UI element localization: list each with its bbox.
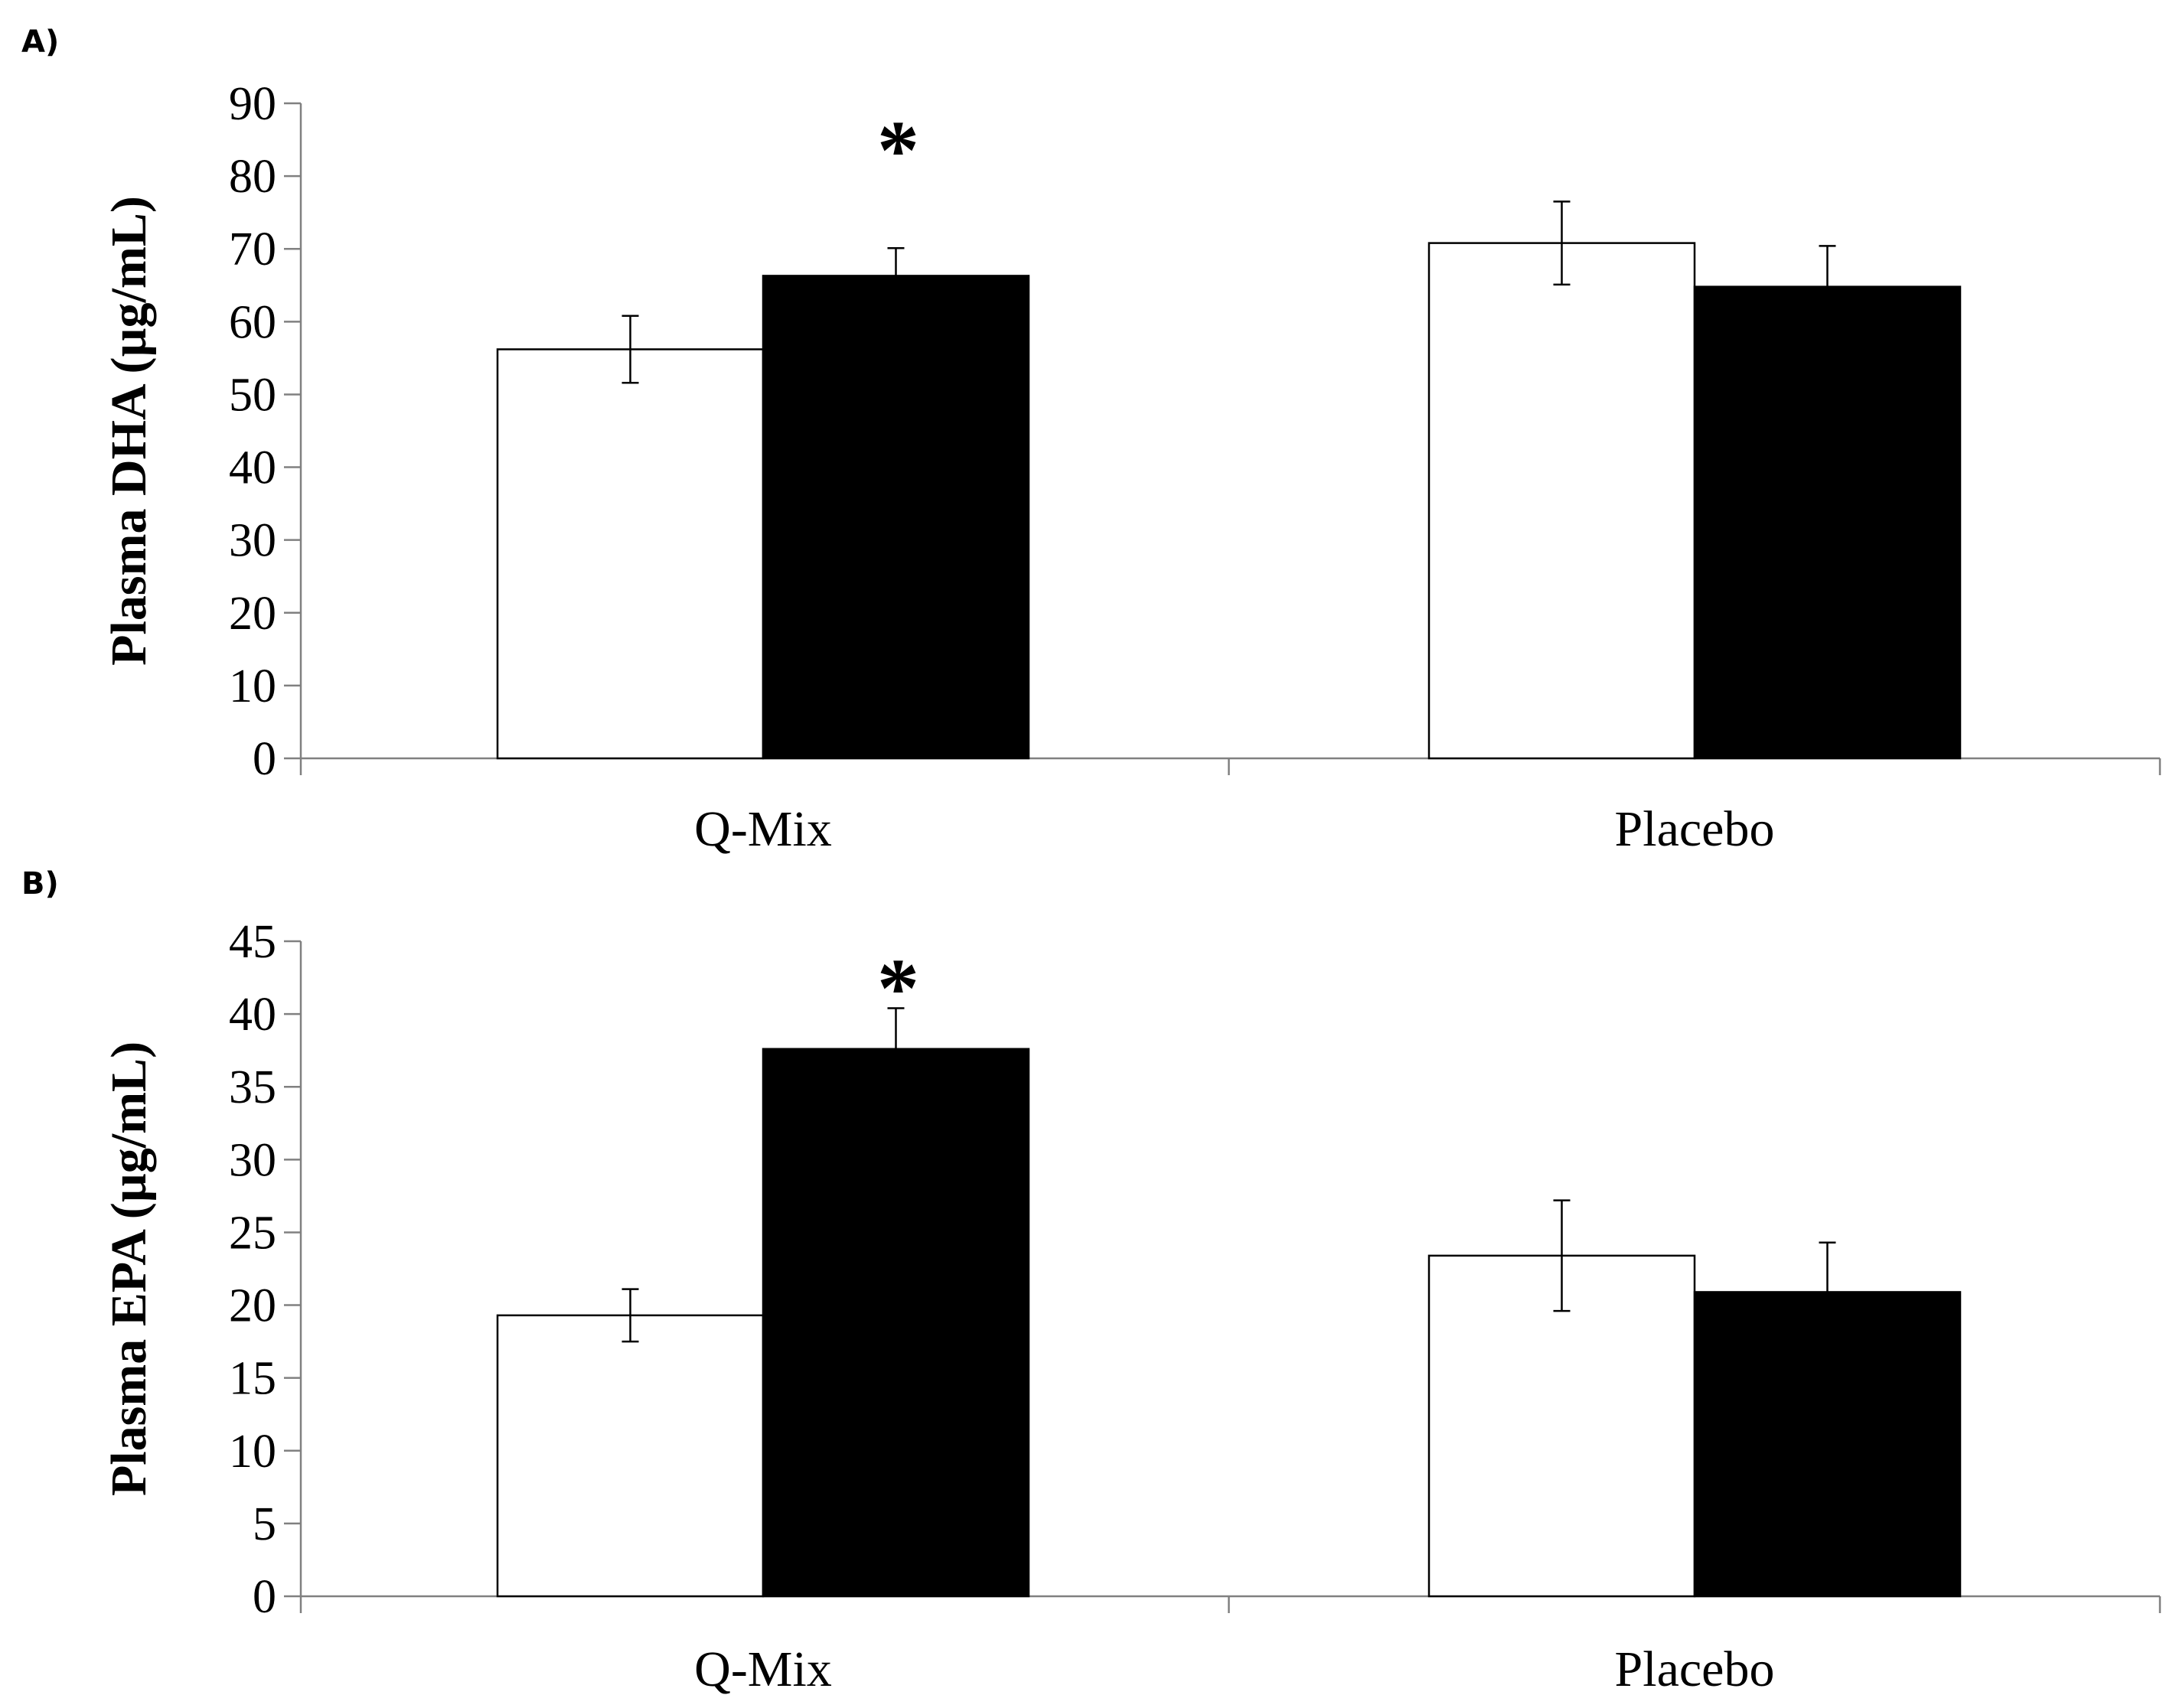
y-tick-label: 5 <box>253 1498 276 1550</box>
y-tick-label: 30 <box>229 515 276 567</box>
y-tick-label: 45 <box>229 916 276 968</box>
y-tick-label: 10 <box>229 660 276 712</box>
y-tick-label: 40 <box>229 442 276 494</box>
y-tick-label: 0 <box>253 1571 276 1623</box>
panel-label: B) <box>21 866 59 901</box>
significance-marker: * <box>877 941 919 1035</box>
bar <box>1427 1254 1696 1598</box>
category-label: Q-Mix <box>694 801 832 857</box>
bar <box>762 275 1030 760</box>
panel-b: B) 0 5 10 15 20 25 30 35 40 45 Q-Mix Placebo Plasma E… <box>21 866 2161 1697</box>
y-axis-title: Plasma EPA (µg/mL) <box>101 1041 157 1496</box>
y-tick-label: 90 <box>229 78 276 130</box>
y-tick-label: 0 <box>253 733 276 785</box>
bar <box>1427 242 1696 760</box>
category-label: Placebo <box>1615 1641 1775 1697</box>
y-tick-label: 60 <box>229 296 276 348</box>
bar <box>496 1314 765 1598</box>
significance-marker: * <box>877 103 919 197</box>
category-label: Q-Mix <box>694 1641 832 1697</box>
bar <box>1693 285 1962 760</box>
y-tick-label: 10 <box>229 1426 276 1478</box>
y-tick-label: 40 <box>229 989 276 1041</box>
category-label: Placebo <box>1615 801 1775 857</box>
y-tick-label: 20 <box>229 1280 276 1332</box>
panel-a: A) 0 10 20 30 40 50 60 70 80 90 Q-Mix Placebo Plasma … <box>21 24 2161 857</box>
y-tick-label: 35 <box>229 1061 276 1113</box>
y-tick-label: 20 <box>229 588 276 640</box>
y-tick-label: 80 <box>229 151 276 203</box>
bar <box>1693 1291 1962 1598</box>
y-tick-label: 50 <box>229 369 276 421</box>
y-tick-label: 30 <box>229 1134 276 1186</box>
bar <box>496 348 765 760</box>
y-tick-label: 15 <box>229 1353 276 1405</box>
panel-label: A) <box>21 24 59 60</box>
y-tick-label: 70 <box>229 223 276 275</box>
y-axis-title: Plasma DHA (µg/mL) <box>101 196 157 666</box>
y-tick-label: 25 <box>229 1207 276 1259</box>
bar <box>762 1048 1030 1598</box>
